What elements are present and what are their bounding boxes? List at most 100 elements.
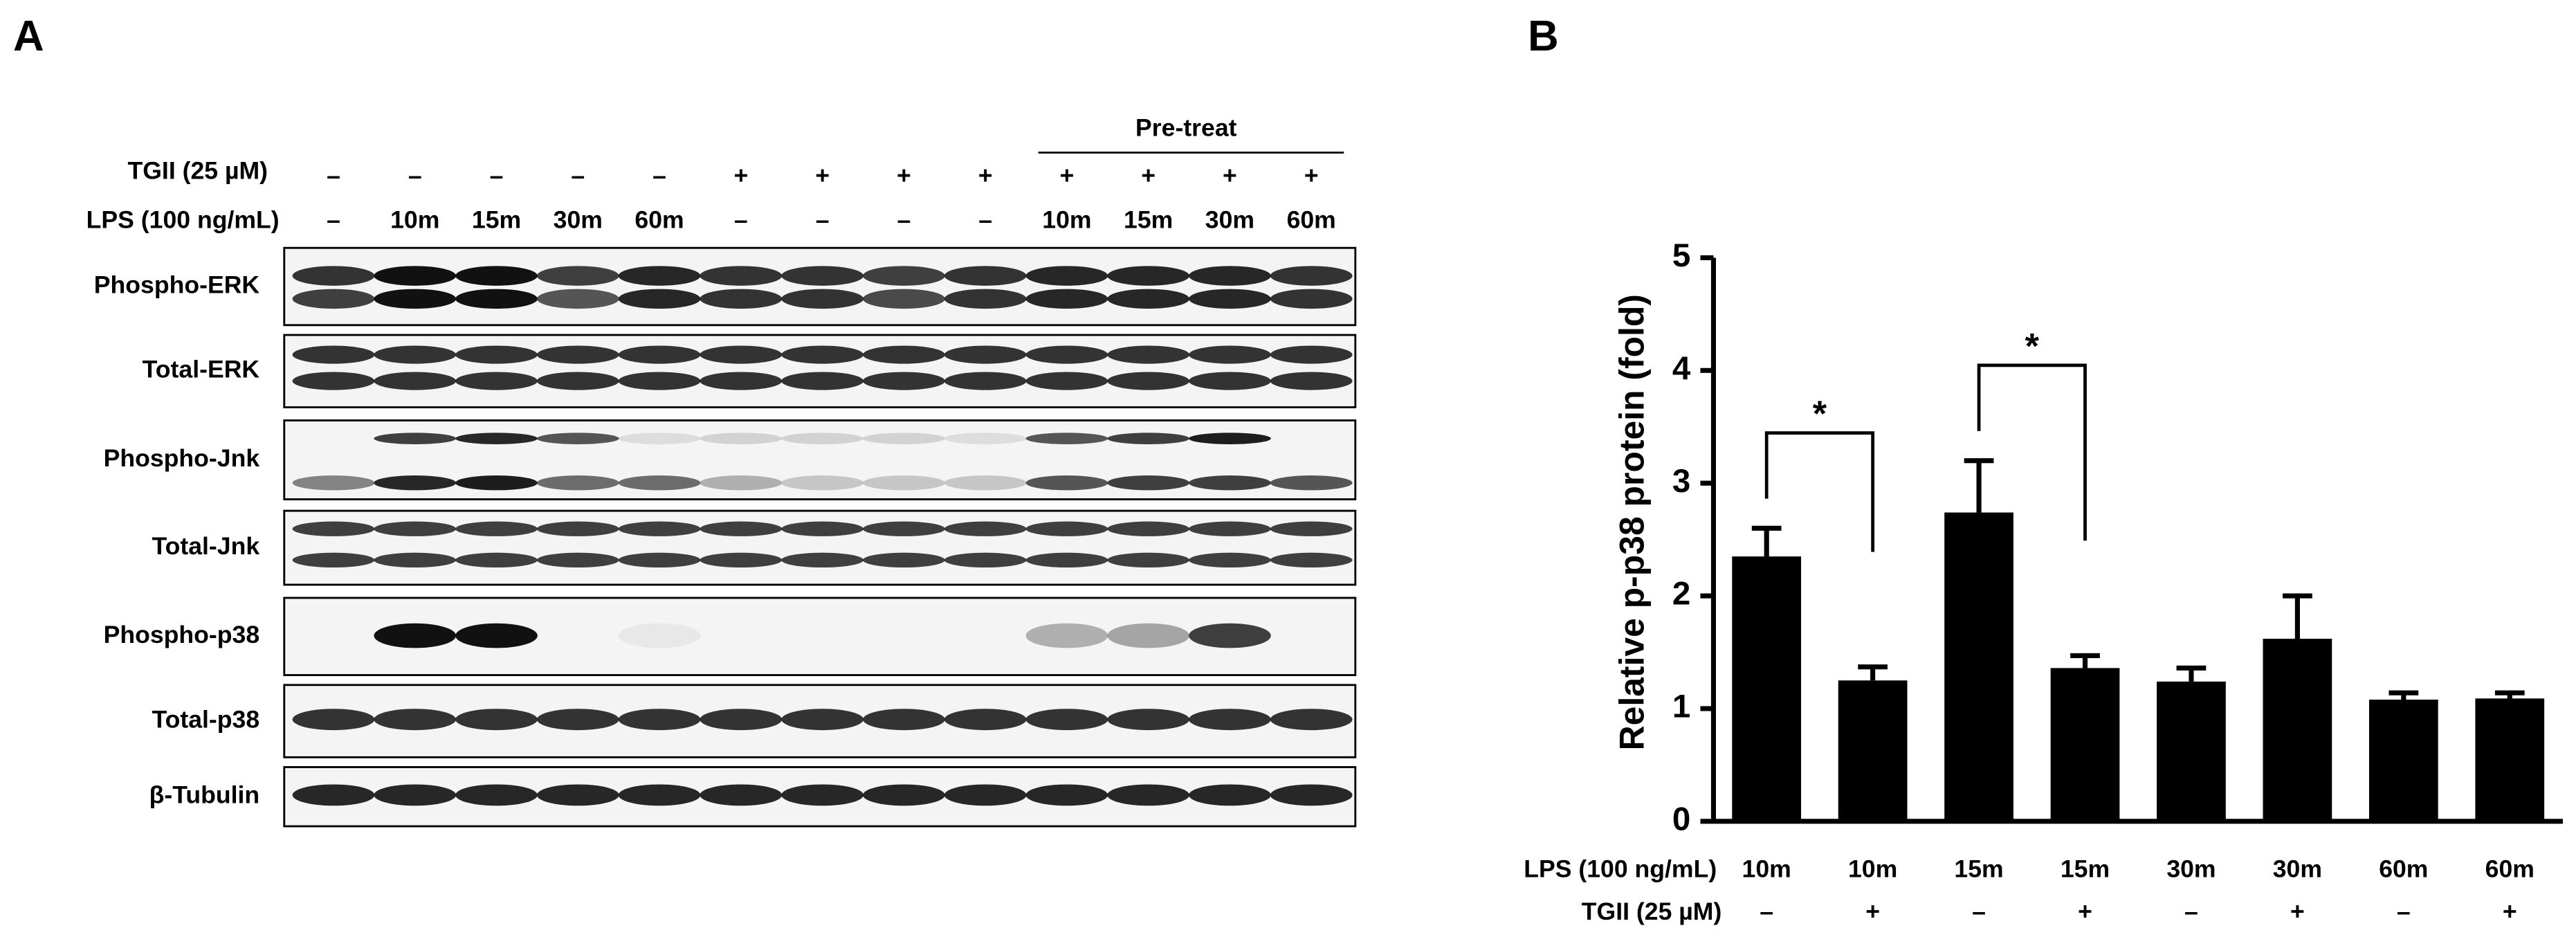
bar: [2368, 699, 2438, 821]
blot-band: [374, 372, 457, 390]
blot-band: [374, 623, 457, 648]
x-tick-label: 10m: [1742, 855, 1791, 883]
blot-band: [618, 289, 701, 309]
blot-band: [781, 289, 864, 309]
blot-band: [1270, 521, 1353, 536]
blot-band: [1270, 372, 1353, 390]
blot-label: Phospho-Jnk: [104, 444, 260, 472]
blot-label: Total-p38: [152, 705, 260, 733]
blot-band: [455, 623, 538, 648]
y-axis-title: Relative p-p38 protein (fold): [1613, 294, 1652, 750]
blot-band: [1189, 266, 1271, 286]
blot-band: [536, 433, 619, 444]
blot-band: [781, 266, 864, 286]
blot-band: [536, 372, 619, 390]
x-tick-label: –: [2184, 898, 2198, 925]
bar: [2475, 698, 2545, 821]
lane-label: –: [408, 162, 422, 190]
blot-band: [292, 521, 375, 536]
blot-band: [455, 475, 538, 491]
lane-label: –: [734, 206, 748, 234]
blot-band: [374, 433, 457, 444]
blot-band: [781, 521, 864, 536]
blot-band: [455, 266, 538, 286]
lane-label: 30m: [1205, 206, 1254, 234]
blot-band: [944, 784, 1027, 806]
lane-label: +: [978, 162, 993, 190]
blot-band: [1189, 345, 1271, 364]
blot-band: [781, 784, 864, 806]
lane-label: –: [327, 162, 340, 190]
blot-band: [1107, 552, 1190, 568]
blot-band: [1270, 289, 1353, 309]
blot-band: [700, 266, 783, 286]
blot-band: [863, 552, 945, 568]
blot-band: [374, 475, 457, 491]
lane-label: –: [652, 162, 666, 190]
blot-band: [863, 709, 945, 731]
x-tick-label: –: [2397, 898, 2411, 925]
y-tick-label: 2: [1672, 576, 1690, 612]
x-tick-label: 30m: [2166, 855, 2216, 883]
y-tick-label: 0: [1672, 801, 1690, 837]
blot-band: [536, 475, 619, 491]
blot-band: [1025, 345, 1108, 364]
pretreat-label: Pre-treat: [1135, 114, 1237, 142]
significance-bracket: [1764, 431, 1875, 552]
blot-band: [618, 475, 701, 491]
error-bar: [1964, 458, 1994, 513]
blot-band: [1107, 623, 1190, 648]
blot-band: [781, 345, 864, 364]
blot-band: [863, 433, 945, 444]
x-tick-label: 10m: [1848, 855, 1897, 883]
error-bar: [2388, 690, 2419, 700]
blot-band: [1189, 623, 1271, 648]
blot-band: [944, 433, 1027, 444]
blot-band: [700, 475, 783, 491]
blot-band: [455, 372, 538, 390]
blot-band: [863, 345, 945, 364]
blot-band: [618, 345, 701, 364]
blot-band: [455, 552, 538, 568]
lane-label: +: [897, 162, 911, 190]
blot-label: Phospho-ERK: [94, 271, 260, 298]
blot-label: Total-Jnk: [152, 532, 260, 560]
blot-band: [700, 433, 783, 444]
blot-band: [1270, 709, 1353, 731]
blot-band: [292, 372, 375, 390]
error-bar: [1858, 664, 1888, 681]
blot-band: [1107, 345, 1190, 364]
significance-label: *: [2025, 327, 2040, 367]
blot-band: [1107, 521, 1190, 536]
blot-band: [1107, 475, 1190, 491]
blot-band: [1189, 433, 1271, 444]
significance-label: *: [1813, 394, 1827, 435]
lane-label: 30m: [554, 206, 603, 234]
blot-band: [536, 266, 619, 286]
x-tick-label: 30m: [2273, 855, 2322, 883]
blot-band: [1189, 372, 1271, 390]
blot-band: [1107, 784, 1190, 806]
lane-label: –: [327, 206, 340, 234]
blot-band: [944, 345, 1027, 364]
error-bar: [1751, 525, 1782, 557]
bar: [2157, 681, 2226, 821]
row-label: TGII (25 µM): [1582, 898, 1722, 925]
blot-band: [1025, 266, 1108, 286]
error-bar: [2176, 665, 2207, 682]
blot-band: [1107, 372, 1190, 390]
x-tick-label: 15m: [1954, 855, 2003, 883]
blot-band: [700, 345, 783, 364]
blot-band: [1107, 266, 1190, 286]
blot-band: [618, 709, 701, 731]
blot-band: [455, 289, 538, 309]
blot-band: [292, 784, 375, 806]
blot-band: [618, 433, 701, 444]
blot-band: [1189, 289, 1271, 309]
blot-band: [700, 552, 783, 568]
row-label: TGII (25 µM): [127, 156, 268, 184]
blot-band: [1189, 475, 1271, 491]
blot-band: [1189, 784, 1271, 806]
blot-band: [455, 784, 538, 806]
